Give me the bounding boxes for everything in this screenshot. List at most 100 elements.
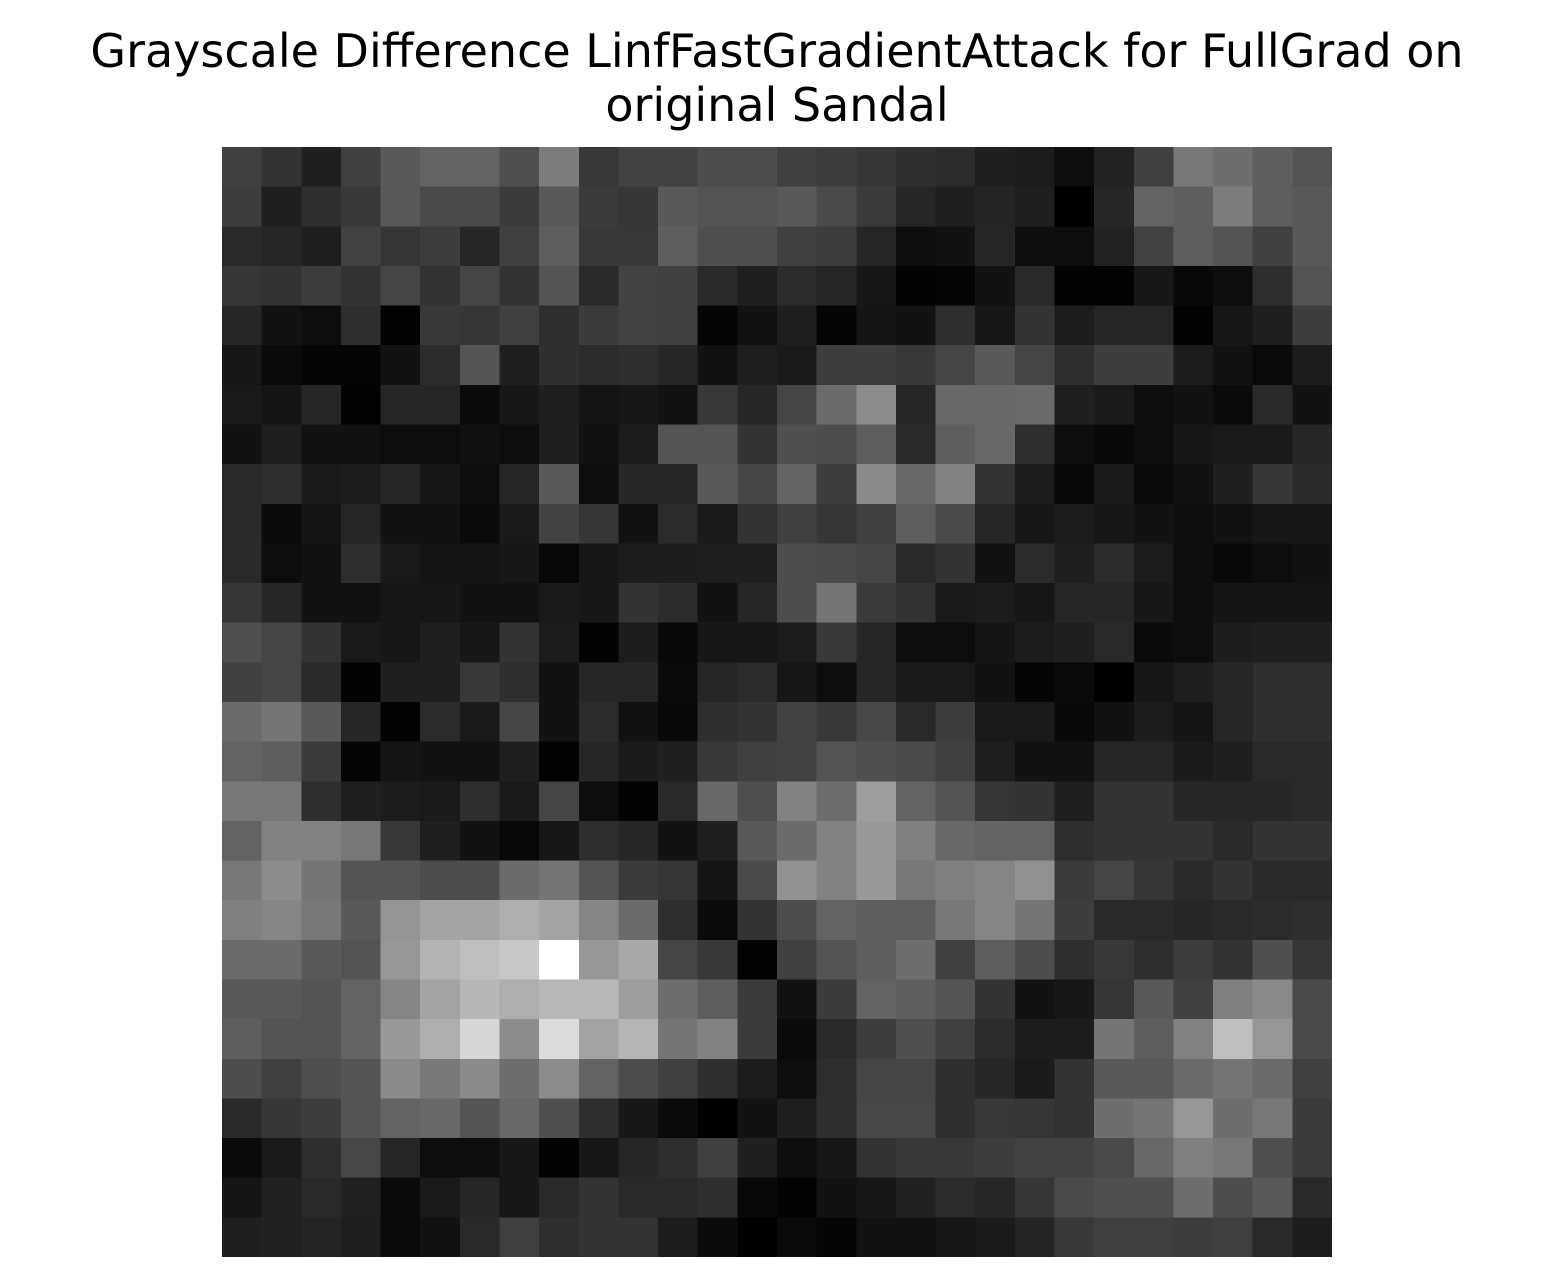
heatmap-cell-r20-c6 [459,939,501,981]
heatmap-cell-r19-c11 [658,900,699,941]
heatmap-cell-r19-c25 [1213,900,1254,941]
heatmap-cell-r23-c7 [499,1058,540,1100]
heatmap-cell-r22-c27 [1292,1019,1332,1060]
heatmap-cell-r13-c1 [261,662,302,703]
heatmap-cell-r5-c8 [539,345,580,386]
heatmap-cell-r9-c12 [697,503,738,545]
heatmap-cell-r20-c19 [975,939,1016,981]
heatmap-cell-r27-c7 [499,1217,540,1257]
heatmap-cell-r8-c2 [301,464,342,505]
heatmap-cell-r6-c22 [1094,384,1135,426]
heatmap-cell-r2-c10 [618,226,659,267]
heatmap-cell-r2-c7 [499,226,540,267]
heatmap-cell-r19-c12 [697,900,738,941]
heatmap-cell-r12-c12 [697,622,738,663]
heatmap-cell-r10-c24 [1173,543,1214,584]
heatmap-cell-r5-c16 [856,345,897,386]
heatmap-cell-r10-c21 [1054,543,1095,584]
heatmap-cell-r25-c26 [1252,1138,1293,1179]
heatmap-cell-r2-c4 [380,226,421,267]
heatmap-cell-r20-c24 [1173,939,1214,981]
heatmap-cell-r22-c24 [1173,1019,1214,1060]
heatmap-cell-r20-c15 [816,939,857,981]
heatmap-cell-r27-c10 [618,1217,659,1257]
heatmap-cell-r10-c25 [1213,543,1254,584]
heatmap-cell-r0-c15 [816,147,857,188]
heatmap-cell-r25-c15 [816,1138,857,1179]
heatmap-cell-r1-c3 [340,186,382,227]
heatmap-cell-r23-c2 [301,1058,342,1100]
heatmap-cell-r16-c4 [380,781,421,822]
heatmap-cell-r7-c12 [697,424,738,465]
heatmap-cell-r1-c15 [816,186,857,227]
heatmap-cell-r21-c20 [1014,979,1056,1020]
heatmap-cell-r24-c11 [658,1098,699,1139]
heatmap-cell-r14-c8 [539,702,580,743]
heatmap-cell-r12-c21 [1054,622,1095,663]
heatmap-cell-r22-c7 [499,1019,540,1060]
heatmap-cell-r13-c11 [658,662,699,703]
heatmap-cell-r5-c2 [301,345,342,386]
heatmap-cell-r21-c23 [1133,979,1175,1020]
heatmap-cell-r3-c1 [261,265,302,307]
heatmap-cell-r12-c1 [261,622,302,663]
heatmap-cell-r16-c7 [499,781,540,822]
heatmap-cell-r17-c18 [935,820,976,862]
heatmap-cell-r7-c21 [1054,424,1095,465]
heatmap-cell-r13-c26 [1252,662,1293,703]
heatmap-cell-r3-c8 [539,265,580,307]
heatmap-cell-r22-c10 [618,1019,659,1060]
heatmap-cell-r24-c13 [737,1098,778,1139]
heatmap-cell-r7-c23 [1133,424,1175,465]
heatmap-cell-r8-c26 [1252,464,1293,505]
heatmap-cell-r16-c14 [777,781,818,822]
heatmap-cell-r11-c22 [1094,583,1135,624]
heatmap-cell-r16-c27 [1292,781,1332,822]
heatmap-cell-r16-c23 [1133,781,1175,822]
heatmap-cell-r9-c23 [1133,503,1175,545]
heatmap-cell-r9-c1 [261,503,302,545]
heatmap-cell-r25-c16 [856,1138,897,1179]
heatmap-cell-r11-c23 [1133,583,1175,624]
heatmap-cell-r3-c10 [618,265,659,307]
heatmap-cell-r20-c1 [261,939,302,981]
heatmap-cell-r8-c10 [618,464,659,505]
heatmap-cell-r0-c10 [618,147,659,188]
heatmap-cell-r4-c12 [697,305,738,346]
heatmap-cell-r1-c24 [1173,186,1214,227]
heatmap-cell-r21-c11 [658,979,699,1020]
heatmap-cell-r17-c5 [420,820,461,862]
heatmap-cell-r19-c3 [340,900,382,941]
heatmap-cell-r1-c13 [737,186,778,227]
heatmap-cell-r5-c14 [777,345,818,386]
heatmap-cell-r21-c12 [697,979,738,1020]
heatmap-cell-r25-c8 [539,1138,580,1179]
heatmap-cell-r19-c18 [935,900,976,941]
heatmap-cell-r24-c8 [539,1098,580,1139]
heatmap-cell-r15-c7 [499,741,540,782]
heatmap-cell-r22-c4 [380,1019,421,1060]
heatmap-cell-r2-c12 [697,226,738,267]
heatmap-cell-r19-c0 [222,900,263,941]
heatmap-cell-r15-c25 [1213,741,1254,782]
heatmap-cell-r10-c27 [1292,543,1332,584]
heatmap-cell-r5-c23 [1133,345,1175,386]
heatmap-cell-r5-c18 [935,345,976,386]
heatmap-cell-r11-c0 [222,583,263,624]
heatmap-cell-r10-c3 [340,543,382,584]
heatmap-cell-r14-c17 [895,702,937,743]
heatmap-cell-r2-c6 [459,226,501,267]
heatmap-cell-r15-c12 [697,741,738,782]
heatmap-cell-r20-c23 [1133,939,1175,981]
heatmap-cell-r13-c4 [380,662,421,703]
heatmap-cell-r27-c5 [420,1217,461,1257]
heatmap-cell-r25-c0 [222,1138,263,1179]
heatmap-cell-r25-c10 [618,1138,659,1179]
heatmap-cell-r2-c27 [1292,226,1332,267]
heatmap-cell-r2-c25 [1213,226,1254,267]
heatmap-cell-r4-c22 [1094,305,1135,346]
heatmap-cell-r8-c25 [1213,464,1254,505]
heatmap-cell-r12-c23 [1133,622,1175,663]
heatmap-cell-r3-c18 [935,265,976,307]
heatmap-cell-r18-c5 [420,860,461,901]
